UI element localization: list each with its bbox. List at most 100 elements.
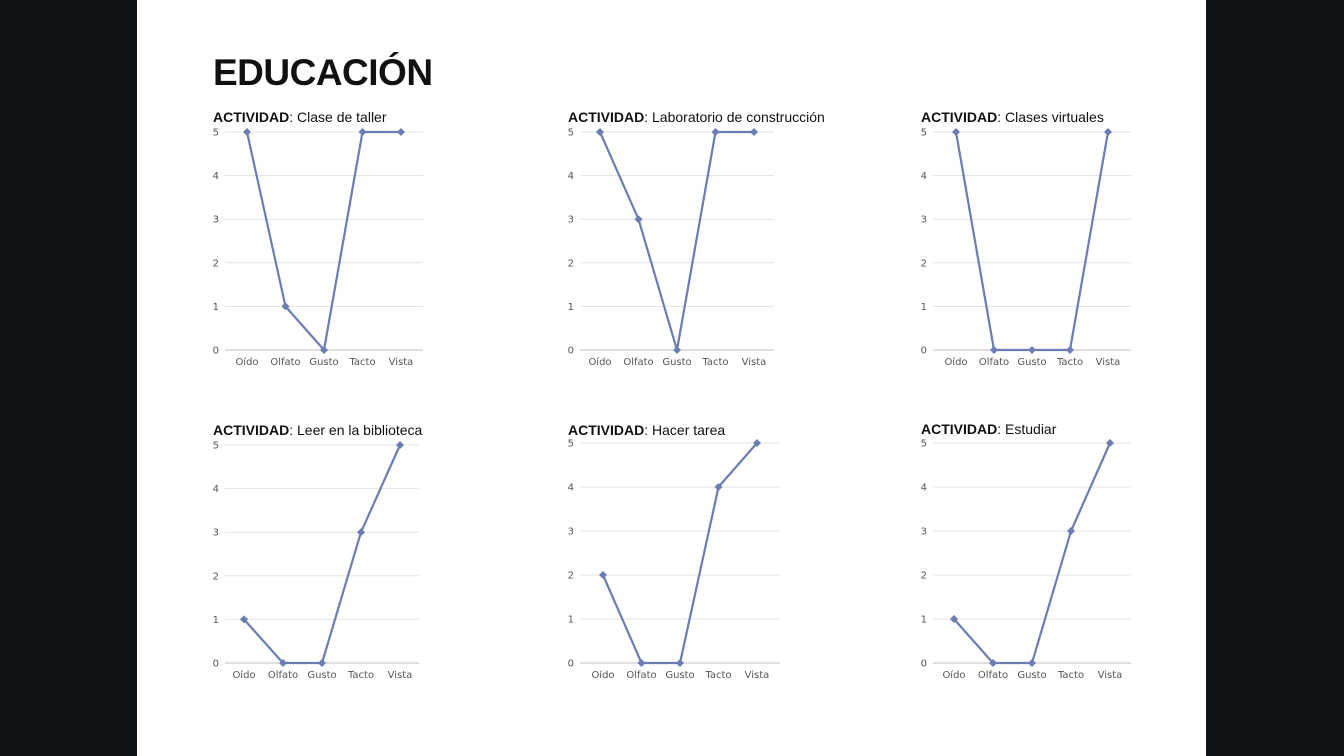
y-tick-label: 0 xyxy=(568,346,574,357)
line-chart: 0 1 2 3 4 5 Oído Olfato Gusto Tacto Vista xyxy=(921,439,1131,681)
y-tick-label: 4 xyxy=(213,171,219,182)
x-tick-label: Olfato xyxy=(270,357,300,368)
x-tick-label: Tacto xyxy=(347,670,374,681)
y-tick-label: 2 xyxy=(921,258,927,269)
data-point xyxy=(676,659,684,667)
y-tick-label: 1 xyxy=(213,615,219,626)
data-point xyxy=(952,128,960,136)
x-tick-label: Gusto xyxy=(665,670,694,681)
data-point xyxy=(753,439,761,447)
x-tick-label: Vista xyxy=(1098,670,1123,681)
data-point xyxy=(1066,346,1074,354)
chart-title-label: ACTIVIDAD xyxy=(921,421,998,437)
data-point xyxy=(989,659,997,667)
chart-title-text: : Hacer tarea xyxy=(644,422,726,438)
y-tick-label: 1 xyxy=(568,302,574,313)
data-point xyxy=(1106,439,1114,447)
data-point xyxy=(1028,659,1036,667)
x-tick-label: Gusto xyxy=(662,357,691,368)
y-tick-label: 4 xyxy=(921,171,927,182)
data-point xyxy=(358,128,367,136)
y-tick-label: 2 xyxy=(921,571,927,582)
data-point xyxy=(714,483,723,491)
x-tick-label: Oído xyxy=(942,669,965,681)
x-tick-label: Olfato xyxy=(978,670,1008,681)
data-point xyxy=(990,346,998,354)
chart-title: ACTIVIDAD: Hacer tarea xyxy=(568,422,725,438)
y-tick-label: 1 xyxy=(921,615,927,626)
data-point xyxy=(634,215,643,224)
data-point xyxy=(596,128,604,136)
data-point xyxy=(673,346,681,354)
chart-title: ACTIVIDAD: Clases virtuales xyxy=(921,109,1104,125)
line-chart: 0 1 2 3 4 5 Oído Olfato Gusto Tacto Vista xyxy=(213,441,419,681)
chart-title-label: ACTIVIDAD xyxy=(213,109,290,125)
x-tick-label: Olfato xyxy=(979,357,1009,368)
chart-title: ACTIVIDAD: Leer en la biblioteca xyxy=(213,422,422,438)
data-point xyxy=(637,659,646,667)
series-line xyxy=(953,442,1112,665)
series-line xyxy=(598,130,754,352)
x-tick-label: Vista xyxy=(1096,357,1121,368)
series-line xyxy=(601,442,758,665)
data-point xyxy=(1067,527,1075,535)
data-point xyxy=(1028,346,1036,354)
y-tick-label: 3 xyxy=(921,215,927,226)
data-point xyxy=(357,528,365,537)
chart-title: ACTIVIDAD: Laboratorio de construcción xyxy=(568,109,825,125)
data-point xyxy=(240,615,248,624)
data-point xyxy=(711,128,720,136)
chart-title-text: : Clases virtuales xyxy=(997,109,1104,125)
y-tick-label: 3 xyxy=(568,215,574,226)
x-tick-label: Vista xyxy=(745,670,770,681)
x-tick-label: Gusto xyxy=(309,357,338,368)
x-tick-label: Olfato xyxy=(626,670,656,681)
y-tick-label: 3 xyxy=(213,215,219,226)
x-tick-label: Oído xyxy=(588,356,611,368)
y-tick-label: 2 xyxy=(568,571,574,582)
x-tick-label: Oído xyxy=(235,356,258,368)
y-tick-label: 5 xyxy=(568,439,574,450)
line-chart: 0 1 2 3 4 5 Oído Olfato Gusto Tacto Vista xyxy=(213,128,423,368)
series-line xyxy=(243,444,402,665)
series-line xyxy=(954,131,1110,352)
x-tick-label: Olfato xyxy=(268,670,298,681)
x-tick-label: Olfato xyxy=(623,357,653,368)
y-tick-label: 4 xyxy=(213,484,219,495)
data-point xyxy=(750,128,758,136)
chart-title-label: ACTIVIDAD xyxy=(921,109,998,125)
y-tick-label: 3 xyxy=(921,527,927,538)
y-tick-label: 2 xyxy=(213,258,219,269)
x-tick-label: Gusto xyxy=(1017,670,1046,681)
chart-title-label: ACTIVIDAD xyxy=(213,422,290,438)
chart-title-text: : Laboratorio de construcción xyxy=(644,109,825,125)
x-tick-label: Gusto xyxy=(307,670,336,681)
chart-title-text: : Leer en la biblioteca xyxy=(289,422,423,438)
x-tick-label: Tacto xyxy=(1057,670,1084,681)
x-tick-label: Oído xyxy=(944,356,967,368)
data-point xyxy=(1104,128,1112,136)
y-tick-label: 0 xyxy=(921,659,927,670)
data-point xyxy=(281,302,290,311)
x-tick-label: Vista xyxy=(388,670,413,681)
y-tick-label: 3 xyxy=(568,527,574,538)
x-tick-label: Oído xyxy=(232,669,255,681)
y-tick-label: 5 xyxy=(921,128,927,139)
chart-title-label: ACTIVIDAD xyxy=(568,422,645,438)
data-point xyxy=(318,659,326,667)
data-point xyxy=(320,346,328,354)
page-title: EDUCACIÓN xyxy=(213,52,433,93)
y-tick-label: 0 xyxy=(568,659,574,670)
x-tick-label: Gusto xyxy=(1017,357,1046,368)
data-point xyxy=(279,659,287,667)
y-tick-label: 0 xyxy=(213,659,219,670)
line-chart: 0 1 2 3 4 5 Oído Olfato Gusto Tacto Vista xyxy=(568,439,780,681)
chart-title: ACTIVIDAD: Estudiar xyxy=(921,421,1056,437)
x-tick-label: Tacto xyxy=(701,357,728,368)
y-tick-label: 5 xyxy=(213,128,219,139)
y-tick-label: 5 xyxy=(213,441,219,452)
data-point xyxy=(950,615,958,623)
chart-title-label: ACTIVIDAD xyxy=(568,109,645,125)
x-tick-label: Oído xyxy=(591,669,614,681)
